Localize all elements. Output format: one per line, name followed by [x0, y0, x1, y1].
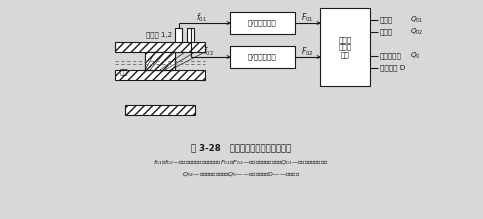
- Text: 传感器 1,2: 传感器 1,2: [146, 32, 172, 38]
- Text: 流动方
向检测
电路: 流动方 向检测 电路: [339, 36, 352, 58]
- Text: 和流量信号: 和流量信号: [380, 53, 402, 59]
- Text: $Q_{02}$—反向流量脉冲信号，$Q_0$——和流量信号，D——流向状态: $Q_{02}$—反向流量脉冲信号，$Q_0$——和流量信号，D——流向状态: [182, 171, 300, 179]
- Text: $f_{01}$: $f_{01}$: [196, 12, 207, 24]
- Bar: [230, 46, 295, 68]
- Text: $F_{02}$: $F_{02}$: [301, 46, 314, 58]
- Bar: [125, 105, 195, 115]
- Text: $Q_{01}$: $Q_{01}$: [410, 15, 424, 25]
- Text: 光/电信号转换: 光/电信号转换: [248, 20, 277, 26]
- Text: $Q_{02}$: $Q_{02}$: [410, 27, 424, 37]
- Bar: [145, 52, 175, 70]
- Text: $F_{01}$: $F_{01}$: [301, 12, 314, 24]
- Text: $f_{01}$和$f_{02}$—传感器输出的交流频率信号，$F_{01}$和$F_{02}$—调制光输出频率信号，$Q_{01}$—正向流量脉冲信号，: $f_{01}$和$f_{02}$—传感器输出的交流频率信号，$F_{01}$和…: [153, 159, 329, 167]
- Bar: [320, 8, 370, 86]
- Text: 流向状态 D: 流向状态 D: [380, 65, 405, 71]
- Bar: [115, 70, 205, 80]
- Bar: [187, 28, 194, 42]
- Text: 反向流: 反向流: [380, 29, 393, 35]
- Text: 正向流: 正向流: [380, 17, 393, 23]
- Bar: [145, 52, 175, 70]
- Bar: [175, 28, 182, 42]
- Text: $Q_0$: $Q_0$: [410, 51, 421, 61]
- Text: 图 3-28   光纤传感器涡轮流量计原理: 图 3-28 光纤传感器涡轮流量计原理: [191, 143, 291, 152]
- Text: 光/电信号转换: 光/电信号转换: [248, 54, 277, 60]
- Text: $f_{02}$: $f_{02}$: [203, 46, 214, 58]
- Bar: [230, 12, 295, 34]
- Bar: [115, 42, 205, 52]
- Text: 涡轮: 涡轮: [120, 69, 128, 75]
